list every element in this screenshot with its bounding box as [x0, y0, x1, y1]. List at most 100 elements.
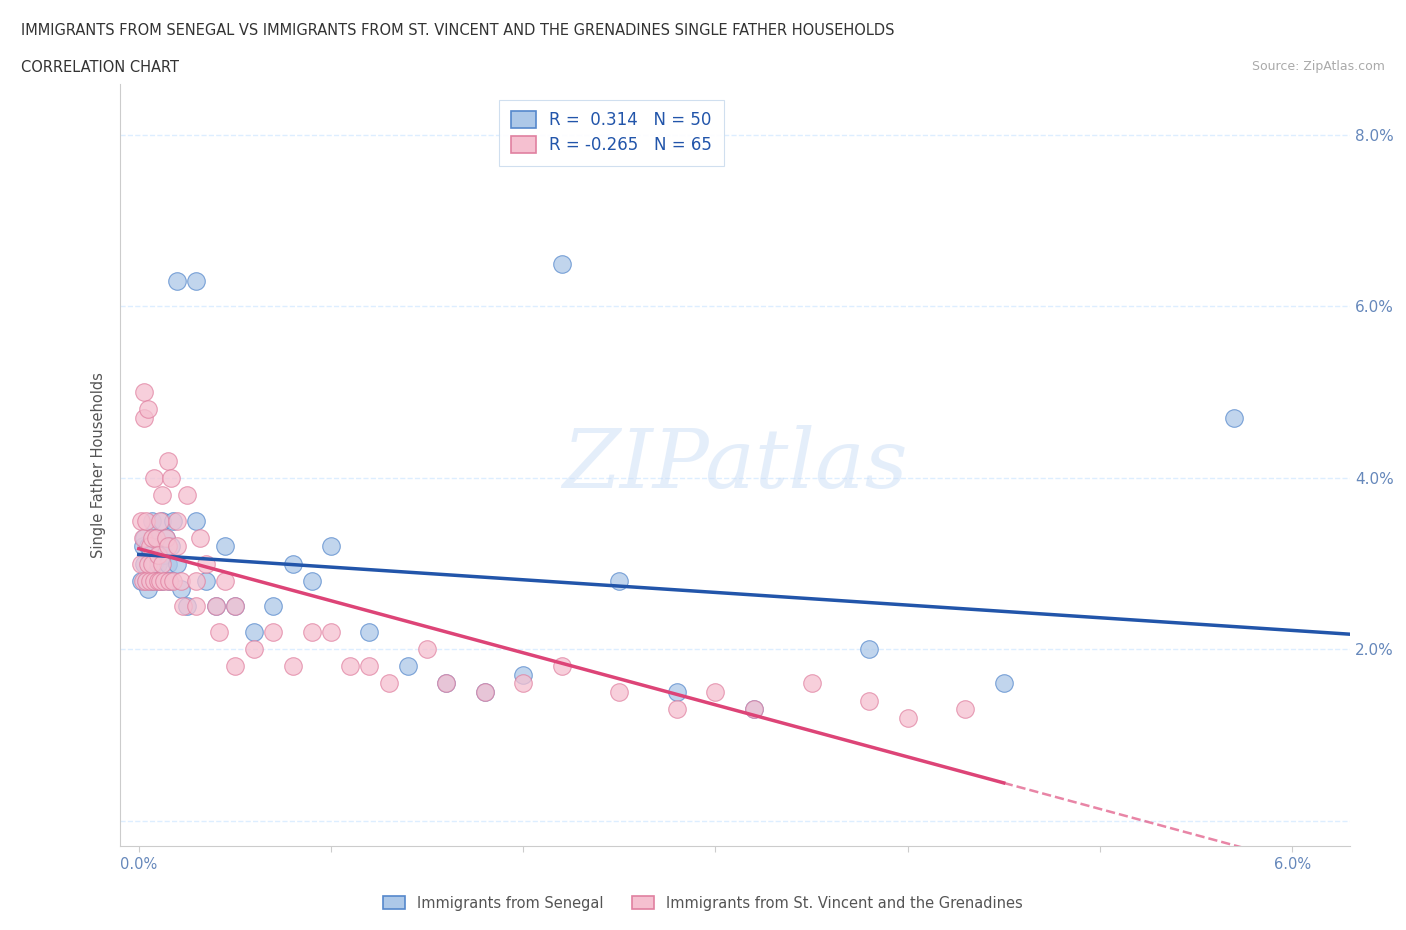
Point [129, 573, 152, 588]
Point [550, 256, 572, 271]
Point [156, 539, 179, 554]
Legend: R =  0.314   N = 50, R = -0.265   N = 65: R = 0.314 N = 50, R = -0.265 N = 65 [499, 100, 724, 166]
Point [141, 530, 163, 545]
Point [141, 573, 163, 588]
Point [150, 487, 173, 502]
Point [166, 273, 188, 288]
Point [166, 513, 188, 528]
Point [188, 530, 211, 545]
Y-axis label: Single Father Households: Single Father Households [91, 372, 107, 558]
Point [339, 659, 361, 674]
Point [186, 273, 208, 288]
Point [129, 513, 152, 528]
Point [281, 556, 304, 571]
Point [301, 625, 323, 640]
Point [156, 556, 179, 571]
Point [281, 659, 304, 674]
Point [434, 676, 457, 691]
Point [186, 513, 208, 528]
Point [214, 539, 236, 554]
Point [176, 487, 198, 502]
Point [665, 684, 688, 699]
Point [150, 556, 173, 571]
Point [262, 625, 284, 640]
Point [195, 556, 218, 571]
Point [607, 684, 630, 699]
Point [204, 599, 226, 614]
Point [150, 513, 173, 528]
Point [149, 573, 172, 588]
Point [214, 573, 236, 588]
Legend: Immigrants from Senegal, Immigrants from St. Vincent and the Grenadines: Immigrants from Senegal, Immigrants from… [375, 888, 1031, 918]
Point [160, 471, 183, 485]
Point [138, 402, 160, 417]
Text: IMMIGRANTS FROM SENEGAL VS IMMIGRANTS FROM ST. VINCENT AND THE GRENADINES SINGLE: IMMIGRANTS FROM SENEGAL VS IMMIGRANTS FR… [21, 23, 894, 38]
Point [416, 642, 439, 657]
Point [195, 573, 218, 588]
Point [149, 539, 172, 554]
Point [135, 513, 157, 528]
Point [146, 573, 169, 588]
Point [159, 573, 181, 588]
Point [146, 548, 169, 563]
Point [396, 659, 419, 674]
Point [159, 573, 181, 588]
Point [134, 530, 156, 545]
Point [262, 599, 284, 614]
Text: ZIPatlas: ZIPatlas [562, 425, 907, 505]
Point [149, 513, 172, 528]
Point [319, 539, 342, 554]
Point [143, 573, 166, 588]
Point [143, 556, 166, 571]
Point [155, 530, 177, 545]
Point [301, 573, 323, 588]
Point [172, 599, 194, 614]
Point [1223, 410, 1246, 425]
Point [152, 548, 174, 563]
Point [955, 702, 977, 717]
Point [243, 625, 266, 640]
Point [152, 573, 174, 588]
Point [146, 573, 169, 588]
Point [170, 573, 193, 588]
Point [512, 676, 534, 691]
Point [224, 599, 246, 614]
Point [143, 471, 166, 485]
Point [162, 573, 184, 588]
Point [131, 539, 153, 554]
Point [134, 410, 156, 425]
Point [134, 385, 156, 400]
Point [160, 539, 183, 554]
Point [129, 556, 152, 571]
Point [138, 556, 160, 571]
Point [145, 530, 167, 545]
Point [224, 659, 246, 674]
Point [166, 556, 188, 571]
Point [742, 702, 765, 717]
Point [134, 556, 156, 571]
Point [139, 548, 162, 563]
Point [550, 659, 572, 674]
Point [858, 693, 880, 708]
Point [156, 453, 179, 468]
Point [474, 684, 496, 699]
Text: Source: ZipAtlas.com: Source: ZipAtlas.com [1251, 60, 1385, 73]
Point [155, 530, 177, 545]
Point [993, 676, 1015, 691]
Point [135, 573, 157, 588]
Point [474, 684, 496, 699]
Point [800, 676, 823, 691]
Point [359, 625, 381, 640]
Point [512, 668, 534, 683]
Point [224, 599, 246, 614]
Point [139, 539, 162, 554]
Point [176, 599, 198, 614]
Point [208, 625, 231, 640]
Point [204, 599, 226, 614]
Point [138, 539, 160, 554]
Point [319, 625, 342, 640]
Point [150, 573, 173, 588]
Point [607, 573, 630, 588]
Point [434, 676, 457, 691]
Point [858, 642, 880, 657]
